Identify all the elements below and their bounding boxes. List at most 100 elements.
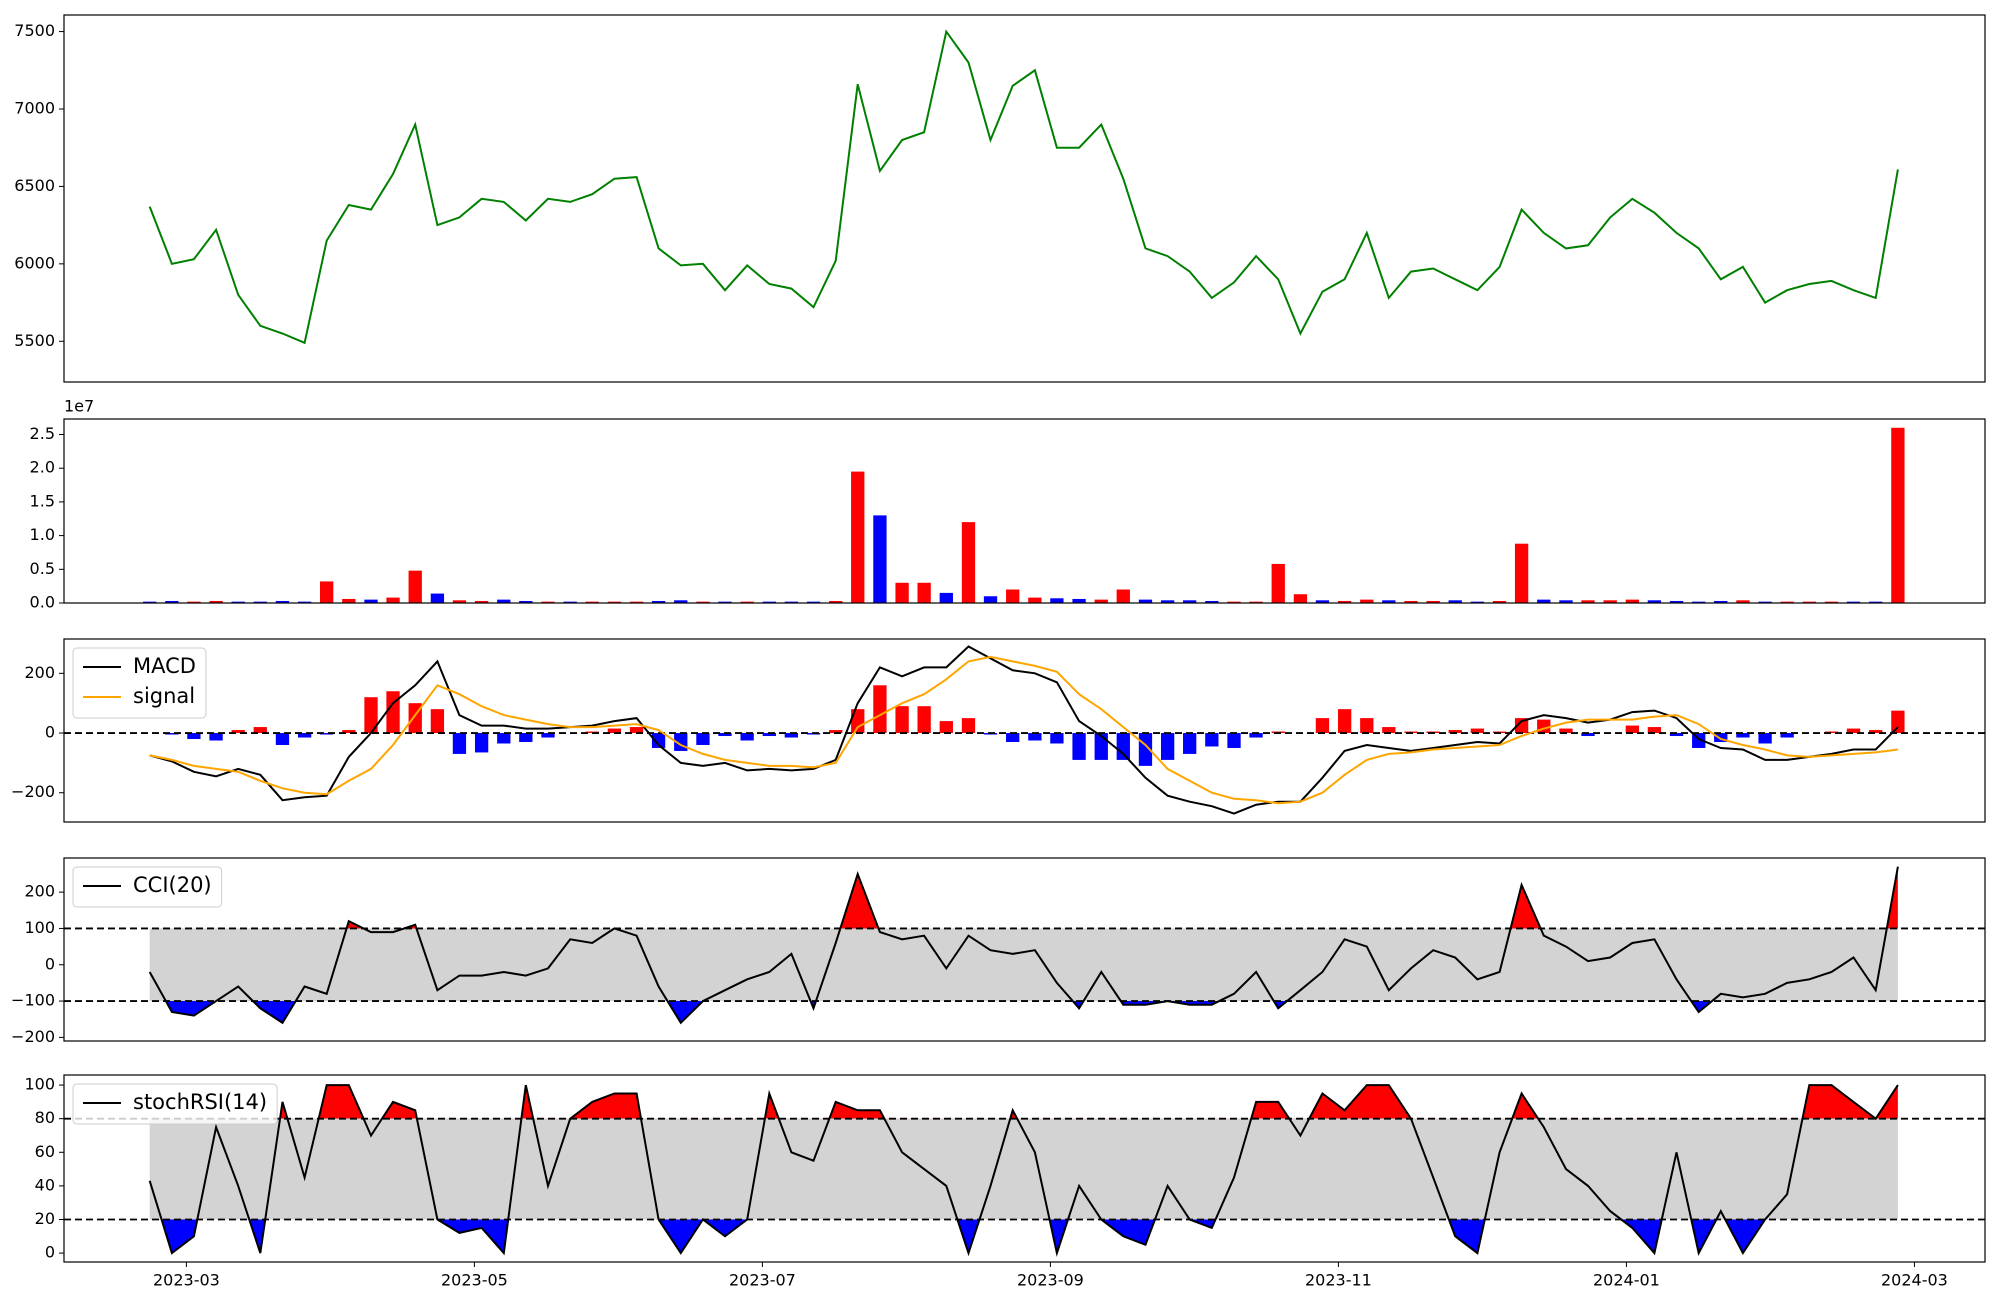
bar [718,733,732,737]
bar [1028,733,1042,741]
bar [386,597,400,603]
bar [873,685,887,734]
bar [231,730,245,734]
bar [895,706,909,734]
bar [165,733,179,735]
bar [696,601,710,603]
bar [1802,601,1816,603]
bar [275,600,290,603]
bar [1448,730,1462,734]
bar [1183,600,1197,603]
offset-label: 1e7 [64,397,94,416]
bar [1050,733,1064,744]
bar [1625,599,1639,603]
bar [1382,600,1396,603]
bar [1581,600,1595,603]
bar [829,600,843,603]
bar [895,582,909,603]
bar [851,709,865,734]
bar [253,727,267,734]
bar [585,601,599,603]
y-tick-label: 1.5 [30,491,55,510]
bar [1072,598,1086,603]
bar [297,601,312,603]
bar [1537,599,1551,603]
panel: −200 0 200 MACD signal [11,638,1986,823]
bar [297,733,312,738]
bar [651,600,666,603]
bar [452,733,467,754]
bar [320,733,334,735]
bar [784,601,799,603]
bar [1050,598,1064,603]
bar [961,718,976,734]
bar [519,600,533,603]
bar [1846,728,1861,734]
bar [519,733,533,742]
y-tick-label: 60 [35,1142,55,1161]
bar [1116,733,1130,760]
bar [1669,733,1684,737]
bar [829,730,843,734]
bar [762,601,776,603]
legend: stochRSI(14) [72,1083,278,1125]
y-tick-label: −200 [11,782,55,801]
bar [1692,601,1706,603]
bar [873,515,887,603]
bar [674,600,688,603]
bar [1249,601,1263,603]
neutral-band [149,928,1898,1002]
bar [784,733,799,738]
bar [1072,733,1086,760]
x-tick-label: 2023-09 [1017,1271,1084,1290]
line [149,655,1899,805]
bar [917,582,931,603]
bar [1758,601,1772,603]
y-tick-label: 2.0 [30,458,55,477]
panel: 0 20 40 60 80 100 2023-03 2023-05 2023-07 2023-09… [24,1074,1986,1290]
bar [1891,427,1905,603]
line [148,866,1899,1025]
axes-frame [63,418,1986,604]
bar [1315,600,1330,603]
bar [806,601,821,603]
panel: −200 −100 0 100 200 CCI(20) [11,857,1986,1046]
bar [1006,589,1020,603]
x-tick-label: 2024-01 [1593,1271,1660,1290]
bar [1138,599,1153,603]
bar [1736,733,1750,738]
y-tick-label: 200 [24,663,55,682]
bar [1470,601,1485,603]
bar [939,721,953,734]
bar [1780,733,1794,738]
bar [740,601,754,603]
y-tick-label: 7000 [14,98,55,117]
bar [1780,601,1794,603]
bar [651,733,666,748]
bar [1337,709,1352,734]
bar [1006,733,1020,742]
panel: 0.0 0.5 1.0 1.5 2.0 2.5 1e7 [30,397,1986,612]
legend-box [72,647,207,719]
bar [209,733,223,741]
above-fill [149,1085,1898,1119]
legend-label: signal [133,684,195,708]
y-tick-label: 7500 [14,21,55,40]
axes-frame [63,638,1986,823]
neutral-band [149,1118,1898,1220]
y-tick-label: −200 [11,1027,55,1046]
legend-box [72,866,223,908]
bar [1227,601,1241,603]
bar [1404,600,1418,603]
bar [1758,733,1772,744]
bar [253,601,267,603]
plot-area [64,866,1985,1025]
bar [718,601,732,603]
bar [1293,594,1308,603]
bar [1360,599,1374,603]
bar [342,730,356,734]
bar [629,601,644,603]
bar [1205,600,1219,603]
plot-area [148,29,1899,345]
line [148,1084,1899,1257]
